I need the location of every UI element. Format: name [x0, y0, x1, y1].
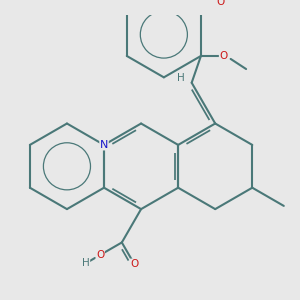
Text: N: N	[100, 140, 108, 150]
Text: O: O	[219, 51, 228, 61]
Text: H: H	[177, 73, 185, 83]
Text: O: O	[130, 259, 138, 269]
Text: O: O	[96, 250, 104, 260]
Text: H: H	[82, 258, 90, 268]
Text: O: O	[216, 0, 225, 7]
